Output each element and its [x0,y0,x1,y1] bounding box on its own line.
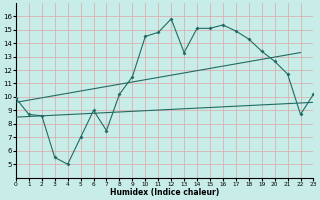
X-axis label: Humidex (Indice chaleur): Humidex (Indice chaleur) [110,188,219,197]
